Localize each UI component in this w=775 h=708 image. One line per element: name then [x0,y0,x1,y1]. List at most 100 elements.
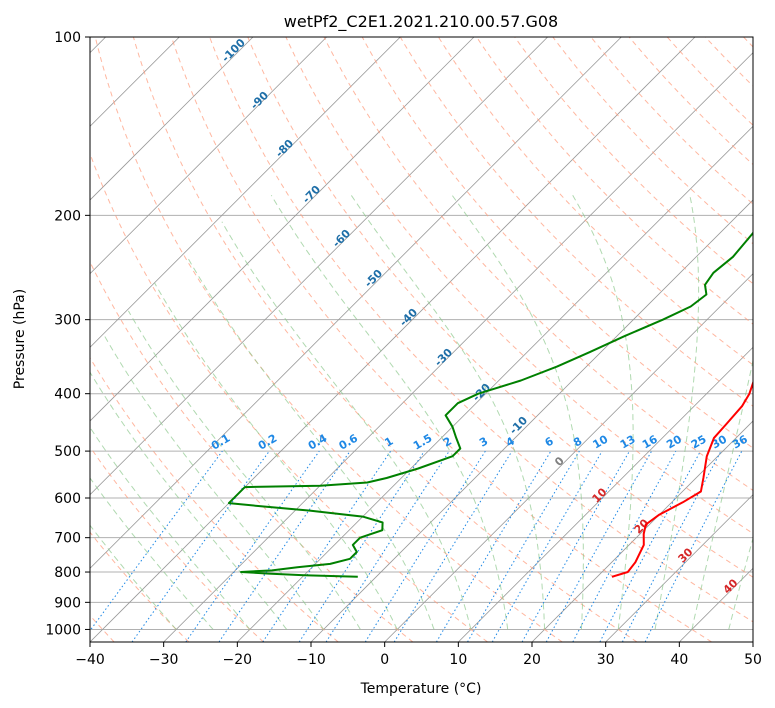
plot-frame [89,36,754,643]
mixing-ratio-line [393,450,513,642]
dry-adiabat-line [514,37,753,285]
mixing-ratio-label: 25 [689,433,709,452]
mixing-ratio-label: 0.4 [306,431,330,452]
y-tick-label: 500 [54,444,81,460]
mixing-ratio-label: 2 [441,435,454,450]
isotherm-line [90,37,622,569]
mixing-ratio-label: 13 [618,433,638,452]
x-axis-label: Temperature (°C) [360,681,482,697]
isotherm-line [752,641,753,642]
isotherm-line [90,37,401,348]
mixing-ratio-line [521,450,630,642]
x-tick-label: 0 [380,652,389,668]
mixing-ratio-label: 6 [543,434,556,449]
dry-adiabat-line [209,37,753,623]
moist-adiabat-line [104,336,324,630]
mixing-ratio-line [545,450,653,642]
moist-adiabat-label: 40 [721,576,741,596]
x-tick-label: −10 [296,652,326,668]
mixing-ratio-line [644,450,743,642]
dry-adiabat-line [90,531,190,642]
temperature-profile [611,379,753,578]
mixing-ratio-line [218,450,351,642]
y-tick-label: 400 [54,387,81,403]
dry-adiabat-line [704,37,753,87]
moist-adiabat-lines [90,195,753,630]
y-axis-ticks: 100 200 300 400 500 600 700 800 900 1000 [45,30,90,638]
dry-adiabat-label: -90 [248,89,271,112]
isotherm-line [90,37,475,422]
mixing-ratio-line [131,450,270,642]
moist-adiabat-line [572,195,634,630]
isotherm-line [163,52,753,642]
moist-adiabat-line [90,426,251,630]
moist-adiabat-line [654,195,700,630]
x-tick-label: 20 [523,652,541,668]
dry-adiabat-line [90,260,414,642]
moist-adiabat-line [127,310,361,630]
dry-adiabat-line [90,152,488,642]
x-tick-label: 10 [449,652,467,668]
dry-adiabat-line [171,37,712,642]
y-tick-label: 200 [54,208,81,224]
isotherm-line [384,273,753,642]
mixing-ratio-line [325,450,450,642]
mixing-ratio-label: 1.5 [411,432,434,453]
dry-adiabat-line [361,37,753,449]
isotherm-line [90,37,696,642]
profile-series [227,231,753,578]
x-tick-label: 40 [670,652,688,668]
mixing-ratio-line [90,450,223,632]
x-tick-label: 30 [597,652,615,668]
isotherm-line [458,346,753,642]
x-tick-label: 50 [744,652,762,668]
dry-adiabat-label: -70 [300,183,323,206]
mixing-ratio-line [262,450,392,642]
moist-adiabat-line [154,282,398,630]
mixing-ratio-label: 1 [382,435,395,450]
moist-adiabat-line [90,371,288,630]
x-axis-ticks: −40 −30 −20 −10 0 10 20 30 40 50 [75,642,762,668]
isotherm-line [90,37,254,201]
dry-adiabat-label: -30 [432,346,455,369]
dry-adiabat-line [399,37,753,407]
isotherm-line [605,494,753,642]
dry-adiabat-label: -50 [362,267,385,290]
mixing-ratio-line [435,450,552,642]
dry-adiabat-line [90,446,264,642]
dry-adiabat-line [90,356,339,642]
mixing-ratio-label: 3 [477,435,490,450]
moist-adiabat-line [90,524,177,630]
y-axis-label: Pressure (hPa) [12,289,28,389]
mixing-ratio-label: 8 [571,435,584,450]
dry-adiabat-line [247,37,753,578]
isotherm-line [679,567,753,642]
dry-adiabat-label: -60 [330,227,353,250]
mixing-ratio-label: 20 [664,432,684,451]
moist-adiabat-line [90,477,214,630]
moist-adiabat-line [350,195,546,630]
dry-adiabat-label: -80 [273,137,296,160]
y-tick-label: 1000 [45,622,81,638]
isotherm-lines [90,37,753,642]
isotherm-line [90,37,548,496]
y-tick-label: 100 [54,30,81,46]
y-tick-label: 600 [54,491,81,507]
moist-adiabat-label: 30 [676,545,696,565]
y-tick-label: 700 [54,531,81,547]
mixing-ratio-label: 10 [591,432,611,451]
dry-adiabat-line [132,37,638,642]
dry-adiabat-label: -100 [219,36,248,65]
x-tick-label: −30 [149,652,179,668]
x-tick-label: −20 [223,652,253,668]
chart-title: wetPf2_C2E1.2021.210.00.57.G08 [284,12,558,32]
mixing-ratio-line [572,450,677,642]
moist-adiabat-label: 10 [590,485,610,505]
dry-adiabat-line [552,37,753,245]
dry-adiabat-line [743,37,753,48]
y-tick-label: 900 [54,595,81,611]
isotherm-line [90,37,327,275]
dry-adiabat-line [285,37,753,535]
moist-adiabat-label: 20 [632,516,652,536]
moist-adiabat-line [186,256,435,630]
